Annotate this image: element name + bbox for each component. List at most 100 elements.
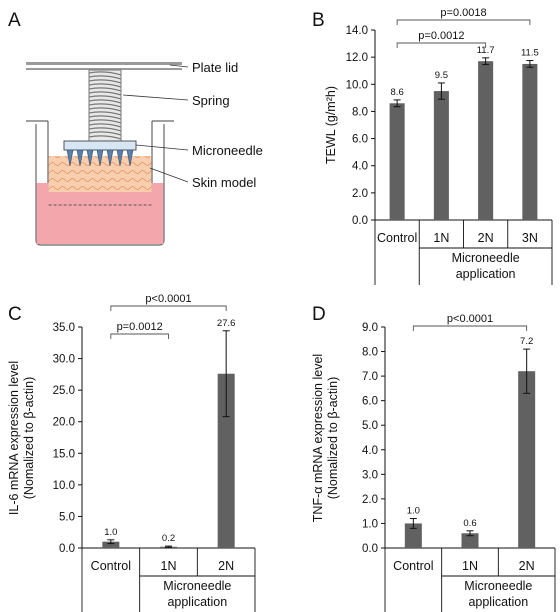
chart-b-significance-bracket [396, 42, 487, 48]
chart-d-ytick-label: 6.0 [362, 396, 378, 408]
chart-c-ytick-label: 25.0 [53, 385, 75, 397]
microneedle-tip [126, 149, 134, 167]
chart-d-category-label: Control [393, 559, 433, 573]
microneedle-array [66, 149, 134, 167]
chart-c-ytick-label: 15.0 [53, 448, 75, 460]
chart-c-data-label: 27.6 [217, 318, 236, 329]
microneedle-tip [66, 149, 74, 167]
chart-d-bar-control [404, 523, 422, 548]
chart-b-ytick-label: 8.0 [352, 106, 368, 118]
chart-d-ytick-label: 2.0 [362, 494, 378, 506]
chart-c-group-label-line2: application [167, 595, 227, 609]
schematic-leaders [122, 64, 189, 183]
chart-b-data-label: 11.7 [477, 45, 495, 56]
plate-lid-edge [26, 68, 182, 70]
chart-b-data-label: 8.6 [391, 87, 404, 98]
chart-c-group-label-line1: Microneedle [163, 579, 231, 593]
chart-b: 0.0 2.0 4.0 6.0 8.0 10.0 12.0 14.0 Control 1N 2N 3N… [324, 7, 553, 285]
chart-b-ytick-label: 12.0 [346, 52, 368, 64]
chart-c-bar-2n [217, 373, 235, 548]
chart-b-data-label: 11.5 [521, 48, 539, 59]
microneedle-tip [86, 149, 94, 167]
chart-d-bar-1n [461, 533, 479, 548]
chart-d-ytick-label: 5.0 [362, 420, 378, 432]
chart-b-bar-2n [478, 61, 494, 220]
chart-c-category-label: 1N [161, 559, 177, 573]
chart-c-significance-bracket [110, 333, 169, 339]
chart-c-ytick-label: 30.0 [53, 354, 75, 366]
panel-label-d: D [312, 304, 326, 325]
chart-c-ytick-label: 5.0 [59, 511, 75, 523]
chart-b-category-label: Control [377, 231, 417, 245]
chart-c-data-label: 0.2 [162, 533, 175, 544]
plate-lid [26, 62, 182, 65]
chart-c-ytick-label: 35.0 [53, 322, 75, 334]
chart-d-ytick-label: 7.0 [362, 371, 378, 383]
microneedle-tip [106, 149, 114, 167]
chart-c-bar-control [102, 541, 120, 548]
chart-b-category-label: 2N [478, 231, 494, 245]
microneedle-plate [63, 140, 137, 151]
chart-b-bar-1n [433, 91, 449, 220]
chart-b-group-label-line1: Microneedle [452, 251, 520, 265]
chart-d-ytick-label: 4.0 [362, 445, 378, 457]
chart-b-bar-3n [522, 63, 538, 220]
chart-c: 0.0 5.0 10.0 15.0 20.0 25.0 30.0 35.0 Control 1N 2… [7, 293, 256, 612]
chart-b-ytick-label: 10.0 [346, 79, 368, 91]
chart-d-ylabel: TNF-α mRNA expression level [311, 354, 325, 522]
chart-b-ytick-label: 2.0 [352, 188, 368, 200]
chart-c-ylabel-2: (Nomalized to β-actin) [22, 377, 36, 500]
chart-d-ytick-label: 3.0 [362, 469, 378, 481]
microneedle-tip [96, 149, 104, 167]
chart-b-significance-bracket [396, 19, 531, 25]
chart-c-category-label: 2N [218, 559, 234, 573]
chart-b-ylabel: TEWL (g/m²h) [324, 86, 338, 164]
chart-c-p-value: p=0.0012 [117, 321, 163, 333]
chart-d-ytick-label: 1.0 [362, 518, 378, 530]
chart-b-group-label-line2: application [456, 267, 516, 281]
chart-d-ytick-label: 9.0 [362, 322, 378, 334]
chart-d-ylabel-2: (Nomalized to β-actin) [326, 377, 340, 500]
chart-b-p-value: p=0.0012 [418, 30, 464, 42]
chart-c-significance-bracket [110, 305, 227, 311]
microneedle-tip [116, 149, 124, 167]
chart-c-ylabel: IL-6 mRNA expression level [7, 361, 21, 515]
chart-b-category-label: 1N [433, 231, 449, 245]
culture-medium [36, 183, 164, 244]
label-spring: Spring [192, 93, 230, 108]
label-microneedle: Microneedle [192, 143, 263, 158]
chart-b-bar-control [389, 103, 405, 220]
chart-d-category-label: 1N [462, 559, 478, 573]
chart-d-data-label: 7.2 [520, 336, 533, 347]
chart-c-ytick-label: 10.0 [53, 480, 75, 492]
label-skin-model: Skin model [192, 175, 256, 190]
microneedle-tip [76, 149, 84, 167]
chart-d-data-label: 0.6 [463, 518, 476, 529]
chart-b-p-value: p=0.0018 [440, 7, 486, 19]
panel-label-b: B [312, 10, 325, 31]
chart-b-category-label: 3N [522, 231, 538, 245]
chart-b-ytick-label: 4.0 [352, 161, 368, 173]
chart-b-ytick-label: 6.0 [352, 134, 368, 146]
chart-c-ytick-label: 20.0 [53, 417, 75, 429]
chart-c-category-label: Control [91, 559, 131, 573]
chart-d-data-label: 1.0 [407, 506, 420, 517]
schematic: Plate lid Spring Microneedle Skin model [26, 60, 263, 246]
chart-d-category-label: 2N [519, 559, 535, 573]
spring [88, 69, 122, 143]
panel-label-c: C [8, 304, 22, 325]
chart-c-ytick-label: 0.0 [59, 543, 75, 555]
chart-b-ytick-label: 14.0 [346, 25, 368, 37]
chart-d-group-label-line2: application [468, 595, 528, 609]
chart-d-ytick-label: 0.0 [362, 543, 378, 555]
chart-d-bar-2n [518, 371, 536, 548]
chart-b-ytick-label: 0.0 [352, 215, 368, 227]
chart-b-data-label: 9.5 [435, 70, 448, 81]
chart-d-group-label-line1: Microneedle [464, 579, 532, 593]
panel-label-a: A [8, 10, 21, 31]
chart-d: 0.0 1.0 2.0 3.0 4.0 5.0 6.0 7.0 8.0 9.0 Control 1N 2… [311, 313, 556, 612]
label-plate-lid: Plate lid [192, 60, 238, 75]
chart-c-p-value: p<0.0001 [145, 293, 191, 305]
chart-d-p-value: p<0.0001 [447, 313, 493, 325]
